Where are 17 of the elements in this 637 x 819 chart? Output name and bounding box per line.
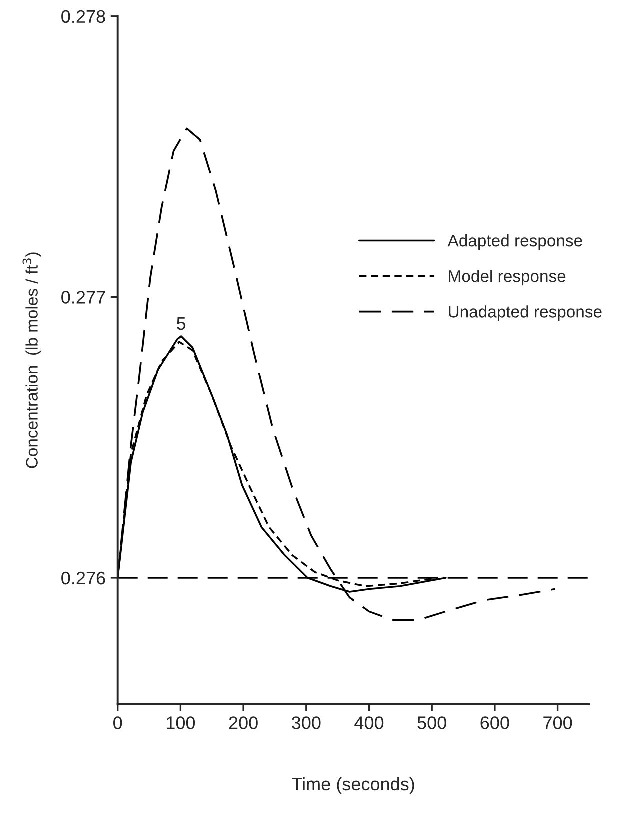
x-tick-label: 0 [114, 716, 122, 730]
x-tick-label: 200 [229, 716, 258, 730]
y-tick-label: 0.277 [62, 291, 106, 304]
y-axis-title: Concentration (lb moles / ft$^{3}$) [22, 252, 42, 468]
x-tick-label: 700 [544, 716, 572, 730]
x-tick-label: 400 [354, 716, 384, 730]
x-axis-title: Time (seconds) [292, 777, 414, 794]
x-tick-label: 300 [292, 716, 321, 730]
x-tick-label: 500 [418, 716, 446, 730]
y-tick-label: 0.276 [62, 572, 106, 585]
legend-label: Model response [449, 270, 566, 286]
x-tick-label: 600 [480, 716, 510, 730]
annotation: 5 [177, 318, 186, 330]
y-tick-label: 0.278 [62, 10, 106, 24]
legend-label: Unadapted response [449, 306, 602, 322]
x-tick-label: 100 [167, 716, 196, 730]
legend-label: Adapted response [448, 234, 582, 250]
